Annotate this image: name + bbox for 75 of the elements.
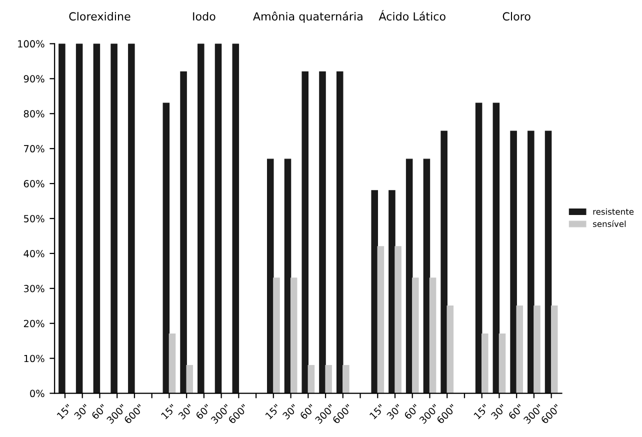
bar — [528, 130, 534, 394]
bar — [168, 334, 176, 394]
bar — [266, 158, 274, 394]
bar — [58, 44, 66, 394]
y-tick-label: 100% — [18, 40, 44, 48]
bar — [516, 306, 524, 394]
x-tick-label: 15" — [369, 404, 385, 420]
y-tick-label: 20% — [24, 320, 44, 328]
bar — [423, 158, 430, 394]
bar — [510, 130, 517, 394]
bar — [302, 71, 309, 394]
y-tick-label: 0% — [30, 390, 44, 398]
bar — [308, 364, 315, 394]
bar — [319, 71, 326, 394]
text: Ácido Lático — [378, 10, 446, 21]
x-tick-label: 15" — [56, 404, 72, 420]
bar — [412, 278, 419, 394]
x-tick-label: 30" — [490, 404, 507, 420]
x-tick-label: 30" — [74, 404, 90, 420]
bar — [492, 102, 500, 394]
bar — [162, 102, 170, 394]
y-tick-label: 50% — [24, 214, 44, 222]
y-tick-label: 30% — [24, 284, 44, 292]
bar — [394, 246, 402, 394]
text: Clorexidine — [69, 12, 130, 21]
x-tick-label: 15" — [265, 404, 281, 420]
bar — [325, 364, 332, 394]
bar — [550, 306, 558, 394]
bar — [377, 246, 384, 394]
bar — [76, 44, 83, 394]
bar — [482, 334, 488, 394]
bar — [371, 190, 378, 394]
bar — [406, 158, 413, 394]
bar — [273, 278, 280, 394]
x-tick-label: 60" — [91, 404, 108, 420]
bar — [284, 158, 292, 394]
x-tick-label: 60" — [508, 404, 524, 420]
x-tick-label: 60" — [195, 404, 212, 420]
x-tick-label: 15" — [160, 404, 176, 420]
x-tick-label: 60" — [404, 404, 420, 420]
y-tick-label: 40% — [24, 250, 44, 258]
bar — [388, 190, 396, 394]
bar — [534, 306, 540, 394]
x-tick-label: 15" — [474, 404, 490, 420]
bar — [446, 306, 454, 394]
bar — [128, 44, 135, 394]
y-tick-label: 70% — [24, 145, 44, 152]
x-tick-label: 30" — [282, 404, 298, 420]
bar — [544, 130, 552, 394]
bar — [342, 364, 350, 394]
bar — [214, 44, 222, 394]
bar — [498, 334, 506, 394]
bar — [180, 71, 187, 394]
y-tick-label: 10% — [24, 354, 44, 362]
y-tick-label: 90% — [24, 75, 44, 82]
y-tick-label: 60% — [24, 180, 44, 188]
legend-label: sensível — [593, 220, 626, 228]
bar — [232, 44, 240, 394]
bar — [93, 44, 100, 394]
bar — [110, 44, 118, 394]
x-tick-label: 30" — [178, 404, 194, 420]
x-tick-label: 60" — [299, 404, 316, 420]
text: Amônia quaternária — [253, 12, 362, 23]
bar — [429, 278, 436, 394]
bar — [336, 71, 344, 394]
x-tick-label: 30" — [386, 404, 402, 420]
bar — [198, 44, 204, 394]
bar — [186, 364, 194, 394]
text: Iodo — [193, 12, 216, 21]
text: Cloro — [502, 12, 530, 21]
bar — [290, 278, 298, 394]
bar — [475, 102, 482, 394]
legend-label: resistente — [593, 208, 634, 215]
y-tick-label: 80% — [24, 110, 44, 118]
bar — [440, 130, 448, 394]
